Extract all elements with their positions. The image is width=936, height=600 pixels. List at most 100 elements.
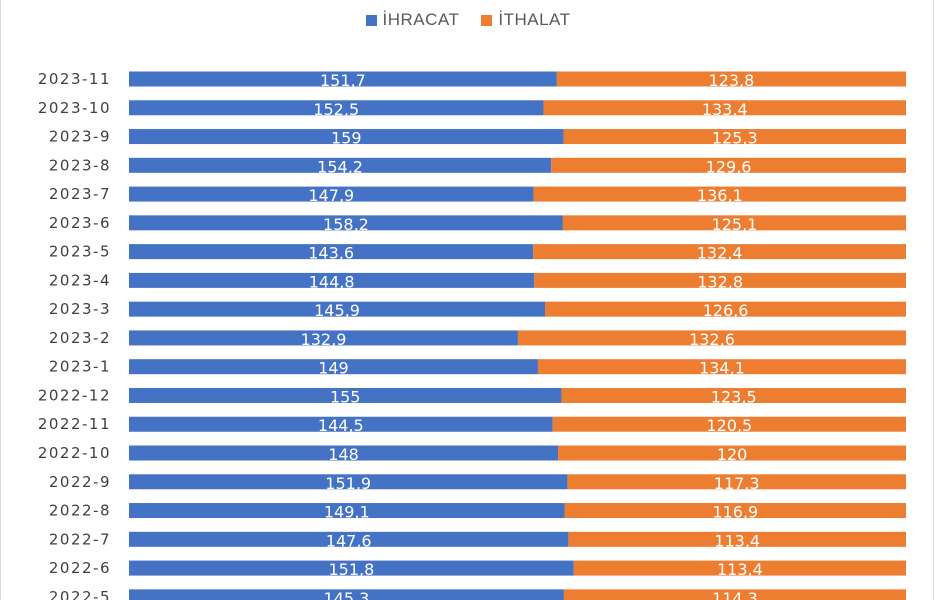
category-label: 2023-5 [49,243,111,261]
bar-ihracat [129,503,565,519]
bar-ithalat [551,157,906,173]
bar-ihracat [129,359,538,375]
bar-ihracat [129,531,569,547]
category-label: 2022-5 [49,588,111,600]
bar-ithalat [545,301,906,317]
data-label-ihracat: 149,1 [324,503,370,522]
bar-ithalat [556,71,906,87]
data-label-ihracat: 148 [328,445,359,464]
category-label: 2022-8 [49,502,111,520]
category-label: 2023-7 [49,185,111,203]
bar-ithalat [567,474,906,490]
bar-ithalat [543,100,906,116]
category-label: 2023-8 [49,156,111,174]
data-label-ihracat: 145,9 [314,301,360,320]
bar-ithalat [558,445,906,461]
data-label-ihracat: 132,9 [301,330,347,349]
bar-ihracat [129,387,562,403]
data-label-ihracat: 144,8 [309,272,355,291]
data-label-ithalat: 132,4 [697,244,743,263]
bar-ithalat [564,503,906,519]
data-label-ithalat: 129,6 [706,157,752,176]
legend-item-ihracat: İHRACAT [365,10,460,30]
data-label-ithalat: 136,1 [697,186,743,205]
category-label: 2023-11 [38,70,111,88]
bar-ithalat [537,359,906,375]
bar-ihracat [129,589,564,600]
bar-ithalat [552,416,906,432]
category-label: 2022-7 [49,530,111,548]
bar-ithalat [561,387,906,403]
data-label-ihracat: 143,6 [308,244,354,263]
data-label-ithalat: 123,5 [711,387,757,406]
data-label-ithalat: 113,4 [714,531,760,550]
bar-ihracat [129,244,534,260]
bar-ithalat [533,186,906,202]
bar-ihracat [129,71,557,87]
bar-ihracat [129,474,568,490]
legend-swatch-ihracat [365,14,377,26]
category-label: 2023-2 [49,329,111,347]
data-label-ithalat: 133,4 [702,100,748,119]
data-label-ithalat: 125,3 [712,129,758,148]
data-label-ithalat: 125,1 [712,215,758,234]
data-label-ithalat: 117,3 [714,474,760,493]
data-label-ihracat: 144,5 [318,416,364,435]
bar-ihracat [129,272,535,288]
bar-ithalat [533,244,906,260]
bar-ihracat [129,330,518,346]
category-label: 2023-4 [49,271,111,289]
bar-ihracat [129,186,534,202]
category-label: 2023-1 [49,358,111,376]
data-label-ihracat: 151,9 [325,474,371,493]
bar-ihracat [129,157,552,173]
data-label-ithalat: 120,5 [706,416,752,435]
data-label-ithalat: 132,8 [697,272,743,291]
bar-ihracat [129,100,544,116]
category-label: 2023-10 [38,99,111,117]
data-label-ithalat: 114,3 [712,589,758,600]
category-label: 2022-10 [38,444,111,462]
bar-ihracat [129,215,563,231]
bar-ithalat [568,531,906,547]
bar-ithalat [563,589,906,600]
data-label-ithalat: 120 [717,445,748,464]
legend-label-ithalat: İTHALAT [498,10,571,29]
data-label-ithalat: 123,8 [709,71,755,90]
data-label-ihracat: 151,8 [328,560,374,579]
bar-ihracat [129,560,574,576]
data-label-ithalat: 126,6 [703,301,749,320]
bar-ithalat [534,272,906,288]
data-label-ihracat: 147,9 [308,186,354,205]
category-label: 2023-9 [49,128,111,146]
data-label-ihracat: 147,6 [326,531,372,550]
bar-ithalat [573,560,906,576]
data-label-ithalat: 113,4 [717,560,763,579]
category-label: 2022-12 [38,386,111,404]
bar-ihracat [129,445,559,461]
data-label-ihracat: 154,2 [317,157,363,176]
bar-ithalat [517,330,906,346]
category-label: 2022-6 [49,559,111,577]
data-label-ithalat: 134,1 [699,359,745,378]
bar-ihracat [129,416,553,432]
legend: İHRACAT İTHALAT [0,8,936,32]
bar-ihracat [129,129,564,145]
data-label-ithalat: 116,9 [712,503,758,522]
legend-label-ihracat: İHRACAT [382,10,460,29]
data-label-ithalat: 132,6 [689,330,735,349]
category-label: 2023-6 [49,214,111,232]
data-label-ihracat: 145,3 [324,589,370,600]
bar-ihracat [129,301,546,317]
data-label-ihracat: 159 [331,129,362,148]
category-label: 2023-3 [49,300,111,318]
data-label-ihracat: 151,7 [320,71,366,90]
data-label-ihracat: 155 [330,387,361,406]
bar-ithalat [562,215,906,231]
data-label-ihracat: 152,5 [313,100,359,119]
data-label-ihracat: 149 [318,359,349,378]
bar-ithalat [563,129,906,145]
category-label: 2022-9 [49,473,111,491]
